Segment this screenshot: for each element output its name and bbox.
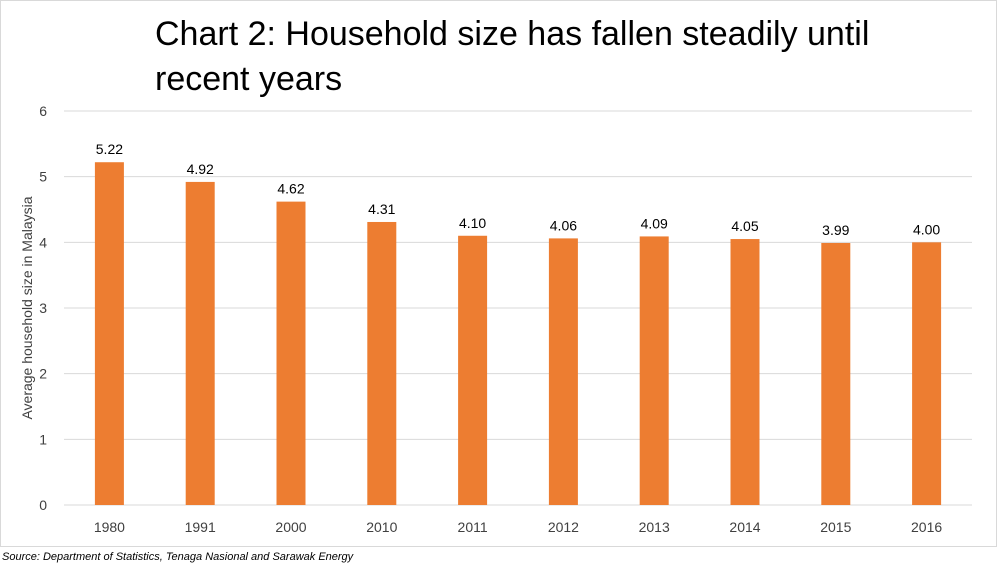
- data-label-2014: 4.05: [731, 218, 758, 234]
- data-label-1980: 5.22: [96, 141, 123, 157]
- chart-title: Chart 2: Household size has fallen stead…: [155, 15, 870, 98]
- bar-2012: [548, 238, 578, 506]
- y-tick-label: 1: [39, 431, 47, 447]
- x-tick-label-1991: 1991: [185, 519, 216, 535]
- bar-2015: [821, 242, 851, 506]
- source-note: Source: Department of Statistics, Tenaga…: [2, 551, 354, 563]
- x-tick-label-2000: 2000: [275, 519, 306, 535]
- data-label-2000: 4.62: [277, 181, 304, 197]
- bar-chart: 0 1 2 3 4 5 6 5.22 1980 4.92 1991 4.62 2000 4.31 2010 4…: [39, 103, 972, 535]
- x-tick-label-2011: 2011: [458, 519, 488, 535]
- y-tick-label: 5: [39, 169, 47, 185]
- x-tick-label-2013: 2013: [639, 519, 670, 535]
- data-label-2012: 4.06: [550, 217, 577, 233]
- y-tick-label: 0: [39, 497, 47, 513]
- bar-2000: [276, 201, 306, 505]
- y-tick-label: 4: [39, 234, 47, 250]
- y-tick-label: 6: [39, 103, 47, 119]
- data-label-2015: 3.99: [822, 222, 849, 238]
- bar-2010: [367, 221, 397, 505]
- bar-1980: [94, 162, 124, 505]
- x-tick-label-2012: 2012: [548, 519, 579, 535]
- x-tick-label-2010: 2010: [366, 519, 397, 535]
- y-tick-label: 3: [39, 300, 47, 316]
- bar-1991: [185, 181, 215, 506]
- data-label-2011: 4.10: [459, 215, 486, 231]
- bar-2016: [912, 242, 942, 506]
- data-label-2010: 4.31: [368, 201, 395, 217]
- bar-2011: [458, 235, 488, 505]
- x-tick-label-2016: 2016: [911, 519, 942, 535]
- y-tick-label: 2: [39, 366, 47, 382]
- data-label-1991: 4.92: [187, 161, 214, 177]
- x-tick-label-2014: 2014: [729, 519, 760, 535]
- bar-2013: [639, 236, 669, 505]
- data-label-2013: 4.09: [641, 215, 668, 231]
- bar-2014: [730, 239, 760, 506]
- data-label-2016: 4.00: [913, 221, 940, 237]
- x-tick-label-1980: 1980: [94, 519, 125, 535]
- x-tick-label-2015: 2015: [820, 519, 851, 535]
